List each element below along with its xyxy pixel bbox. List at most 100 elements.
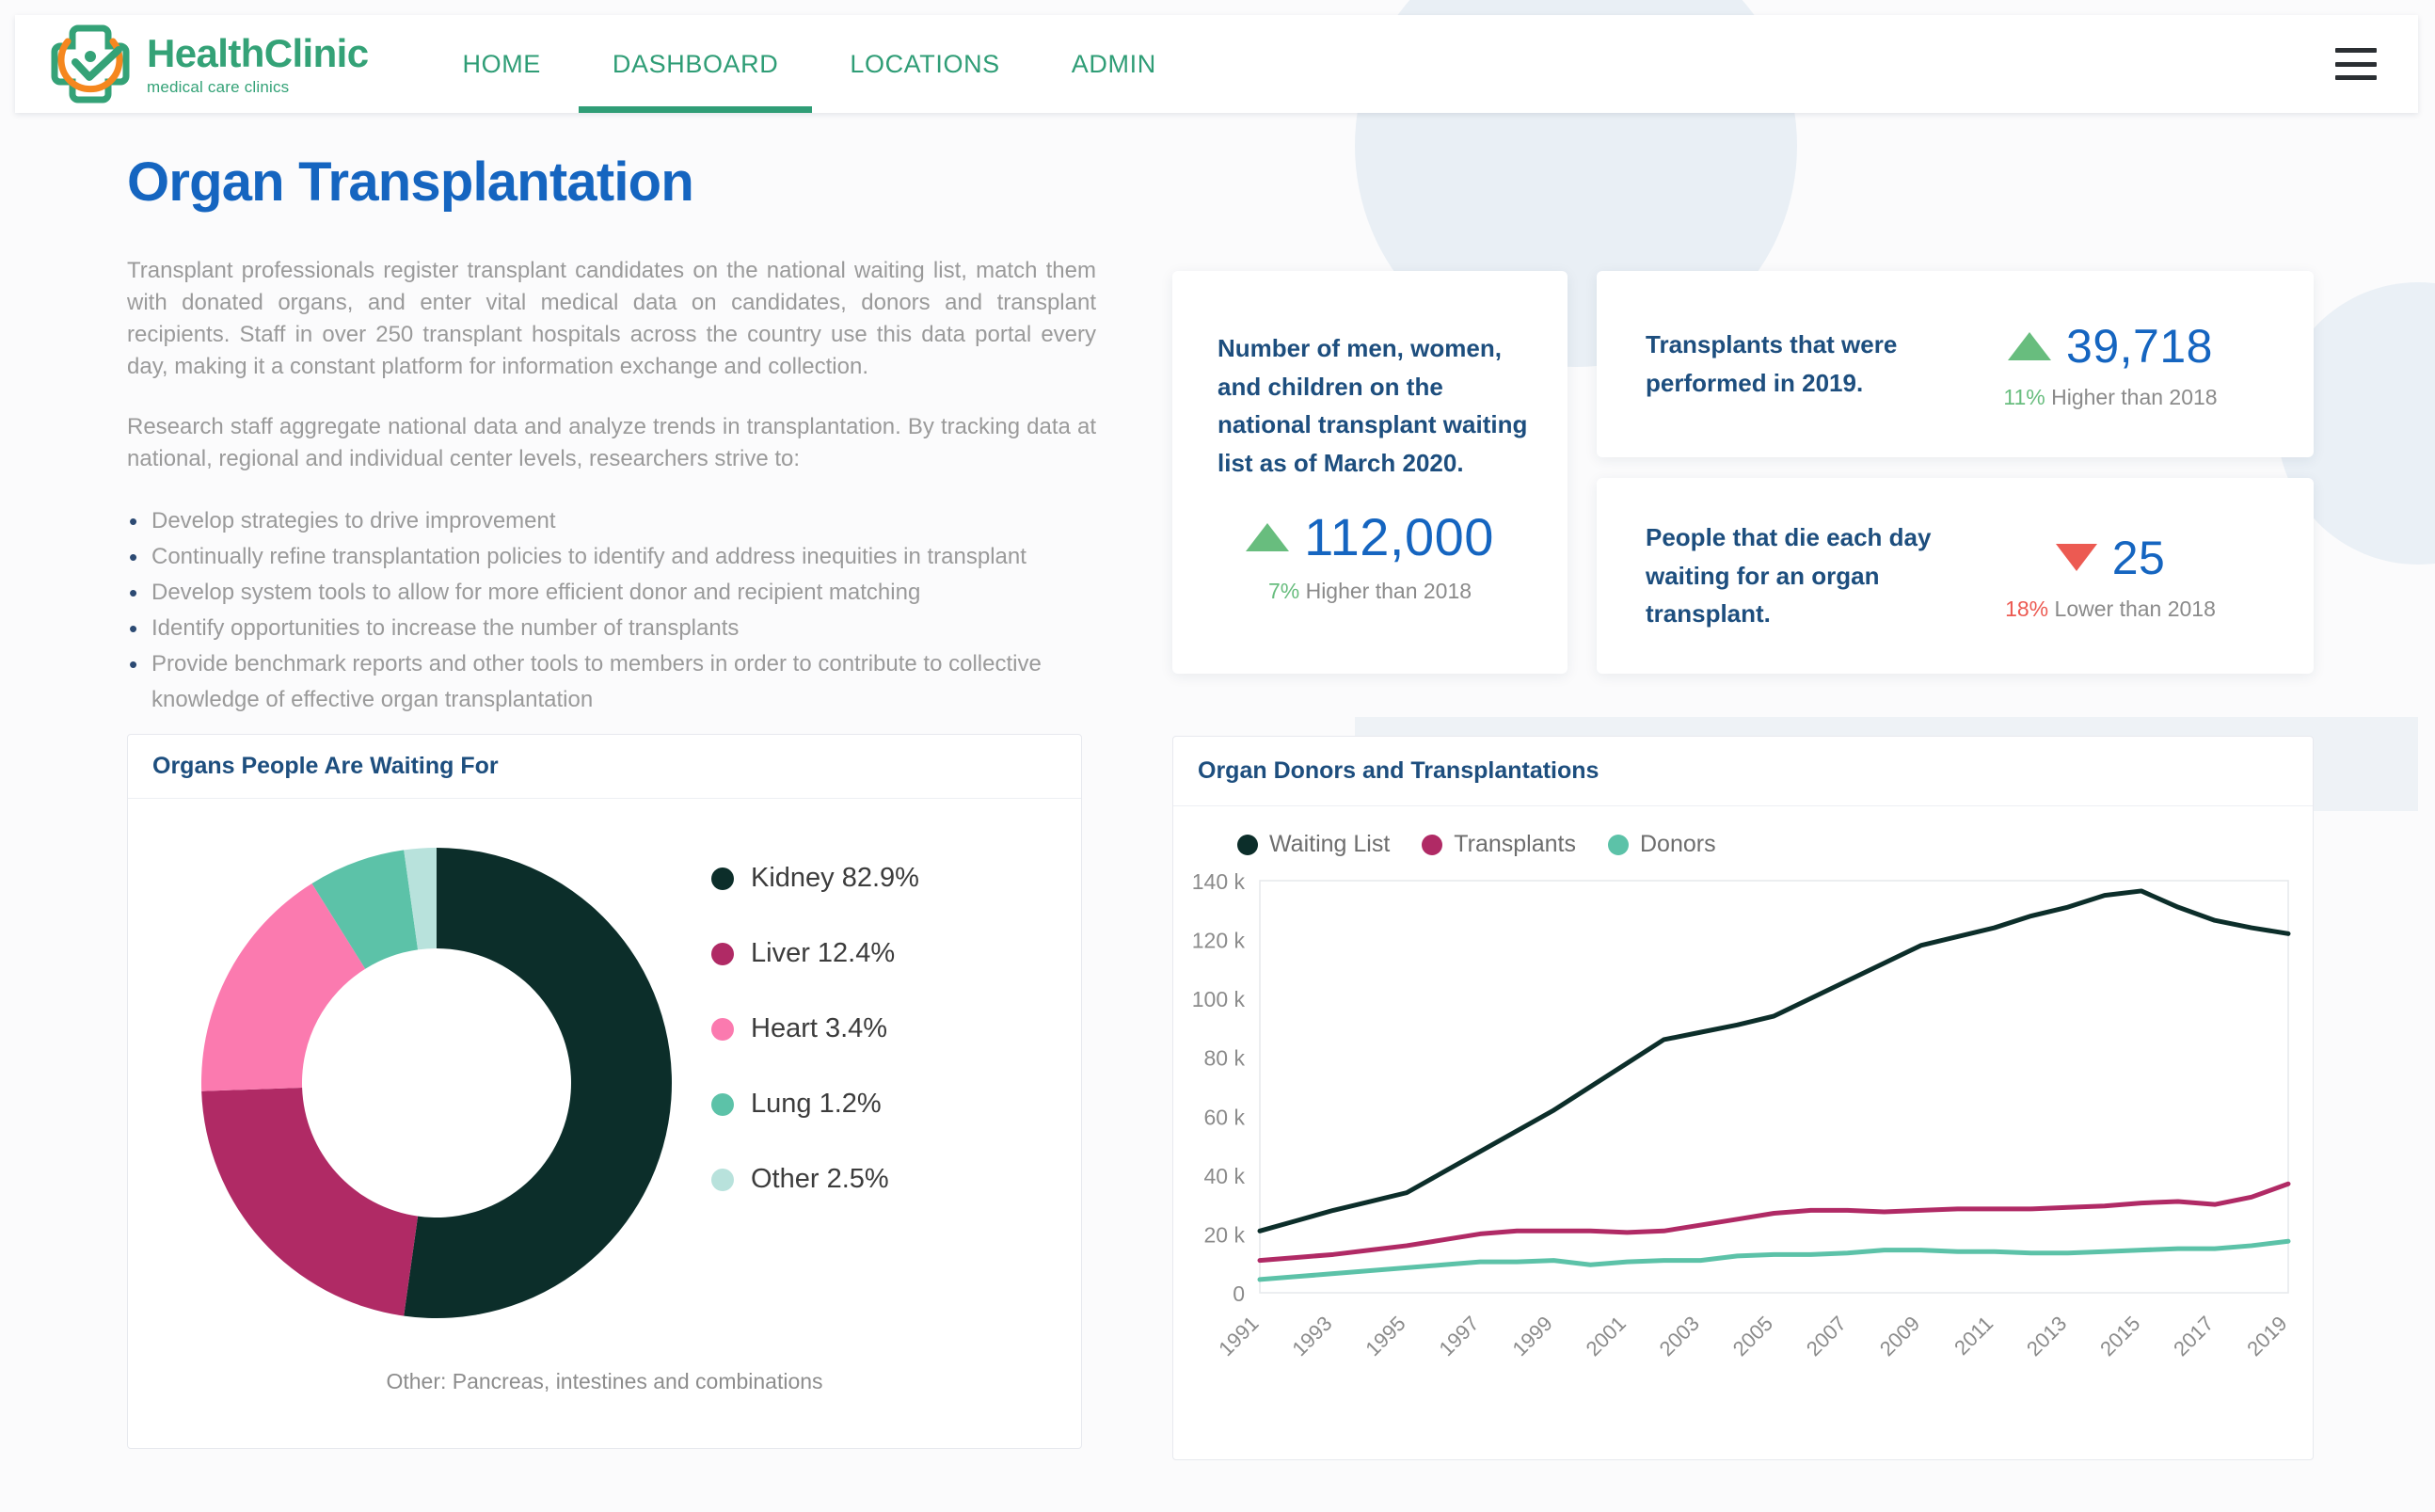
x-axis-tick-label: 1993 [1287,1312,1336,1361]
stat-delta: 7% Higher than 2018 [1172,579,1568,604]
nav-item-home[interactable]: HOME [462,49,541,78]
y-axis-tick-label: 0 [1233,1281,1245,1306]
trend-up-icon [2008,331,2052,360]
line-series-donors[interactable] [1257,1238,2291,1282]
donut-legend-item-liver[interactable]: Liver 12.4% [711,938,919,969]
stat-card-daily-deaths: People that die each day waiting for an … [1597,478,2314,674]
donut-slice-kidney[interactable] [404,848,672,1318]
y-axis-tick-label: 100 k [1192,987,1246,1011]
line-legend-label: Waiting List [1269,831,1391,857]
line-legend-item-waiting-list[interactable]: Waiting List [1237,831,1390,858]
line-series-waiting-list[interactable] [1257,888,2291,1233]
x-axis-tick-label: 2009 [1875,1312,1924,1361]
donut-legend-label: Liver 12.4% [751,938,896,968]
stat-label: Transplants that were performed in 2019. [1646,330,1898,397]
line-chart-legend: Waiting List Transplants Donors [1173,806,2313,858]
stat-delta-text: Higher than 2018 [1299,579,1472,603]
y-axis-tick-label: 140 k [1192,869,1246,894]
donut-legend-item-other[interactable]: Other 2.5% [711,1164,919,1195]
y-axis-tick-label: 80 k [1204,1046,1246,1071]
line-chart-panel: Organ Donors and Transplantations Waitin… [1172,736,2314,1460]
line-chart-svg[interactable]: 0 20 k 40 k 60 k 80 k 100 k 120 k 140 k 1991 1993… [1173,867,2312,1432]
brand-tagline: medical care clinics [147,77,290,96]
donut-legend-label: Lung 1.2% [751,1089,882,1119]
donut-legend-item-lung[interactable]: Lung 1.2% [711,1089,919,1120]
trend-up-icon [1246,522,1290,551]
list-item: Provide benchmark reports and other tool… [127,645,1096,718]
stat-delta-pct: 18% [2005,596,2049,621]
list-item: Continually refine transplantation polic… [127,538,1096,577]
nav-item-locations[interactable]: LOCATIONS [850,49,1000,78]
x-axis-tick-label: 1995 [1361,1312,1409,1361]
legend-color-dot-icon [711,867,734,890]
donut-slice-lung[interactable] [311,850,419,969]
x-axis-tick-label: 2017 [2169,1312,2218,1361]
nav-item-admin[interactable]: ADMIN [1071,49,1156,78]
legend-color-dot-icon [1422,834,1443,855]
legend-color-dot-icon [711,1092,734,1116]
health-cross-logo-icon [47,21,134,107]
line-chart-title: Organ Donors and Transplantations [1173,737,2313,806]
legend-color-dot-icon [711,1017,734,1041]
donut-chart-svg[interactable] [173,820,700,1346]
intro-paragraph-1: Transplant professionals register transp… [127,258,1096,380]
list-item: Identify opportunities to increase the n… [127,610,1096,648]
line-legend-label: Transplants [1454,831,1576,857]
intro-column: Organ Transplantation Transplant profess… [127,151,1096,718]
x-axis-tick-label: 2003 [1655,1312,1704,1361]
donut-slice-other[interactable] [404,848,437,950]
y-axis-tick-label: 60 k [1204,1105,1246,1129]
page-title: Organ Transplantation [127,151,694,213]
legend-color-dot-icon [711,942,734,965]
stat-value: 112,000 [1304,507,1494,566]
stat-delta: 11% Higher than 2018 [1956,385,2265,410]
y-axis-tick-label: 120 k [1192,929,1246,953]
site-header: HealthClinic medical care clinics HOME D… [15,15,2418,113]
list-item: Develop system tools to allow for more e… [127,574,1096,613]
x-axis-tick-label: 1991 [1214,1312,1263,1361]
line-chart-body: 0 20 k 40 k 60 k 80 k 100 k 120 k 140 k 1991 1993… [1173,867,2313,1437]
x-axis-tick-label: 2011 [1950,1312,1997,1360]
stat-delta-pct: 7% [1267,579,1300,603]
stat-value: 25 [2111,531,2166,584]
donut-chart-body: Kidney 82.9% Liver 12.4% Heart 3.4% Lung 1.… [128,799,1081,1363]
line-legend-item-transplants[interactable]: Transplants [1422,831,1576,858]
nav-item-dashboard[interactable]: DASHBOARD [577,15,814,113]
donut-chart-panel: Organs People Are Waiting For Kidney 82.… [127,734,1082,1449]
x-axis-tick-label: 2013 [2022,1312,2071,1361]
line-series-transplants[interactable] [1257,1181,2291,1264]
brand-name: HealthClinic [147,30,369,75]
legend-color-dot-icon [1237,834,1258,855]
x-axis-tick-label: 2015 [2095,1312,2144,1361]
x-axis-tick-label: 2007 [1802,1312,1851,1361]
donut-legend: Kidney 82.9% Liver 12.4% Heart 3.4% Lung 1.… [711,863,919,1195]
legend-color-dot-icon [1607,834,1629,855]
y-axis-tick-label: 20 k [1204,1222,1246,1247]
donut-legend-item-kidney[interactable]: Kidney 82.9% [711,863,919,894]
plot-frame [1259,880,2289,1294]
donut-legend-item-heart[interactable]: Heart 3.4% [711,1013,919,1044]
donut-legend-label: Heart 3.4% [751,1013,888,1043]
stat-card-waiting-list: Number of men, women, and children on th… [1172,271,1568,674]
donut-footnote: Other: Pancreas, intestines and combinat… [386,1369,823,1393]
donut-slice-liver[interactable] [201,1087,419,1316]
brand-logo[interactable]: HealthClinic medical care clinics [47,21,369,107]
donut-chart-title: Organs People Are Waiting For [128,735,1081,799]
legend-color-dot-icon [711,1168,734,1191]
line-legend-label: Donors [1639,831,1716,857]
x-axis-tick-label: 2001 [1582,1312,1631,1361]
stat-label: People that die each day waiting for an … [1646,523,1932,629]
stat-delta-pct: 11% [2003,384,2045,409]
main-nav: HOME DASHBOARD LOCATIONS ADMIN [427,15,1192,113]
donut-slice-heart[interactable] [201,883,366,1091]
line-legend-item-donors[interactable]: Donors [1607,831,1716,858]
trend-down-icon [2055,544,2097,571]
hamburger-menu-icon[interactable] [2335,48,2377,80]
stat-value: 39,718 [2066,319,2213,373]
donut-legend-label: Kidney 82.9% [751,863,919,893]
stat-delta: 18% Lower than 2018 [1956,597,2265,622]
goals-list: Develop strategies to drive improvement … [127,502,1096,718]
x-axis-tick-label: 2005 [1728,1312,1777,1361]
stat-label: Number of men, women, and children on th… [1218,334,1528,477]
